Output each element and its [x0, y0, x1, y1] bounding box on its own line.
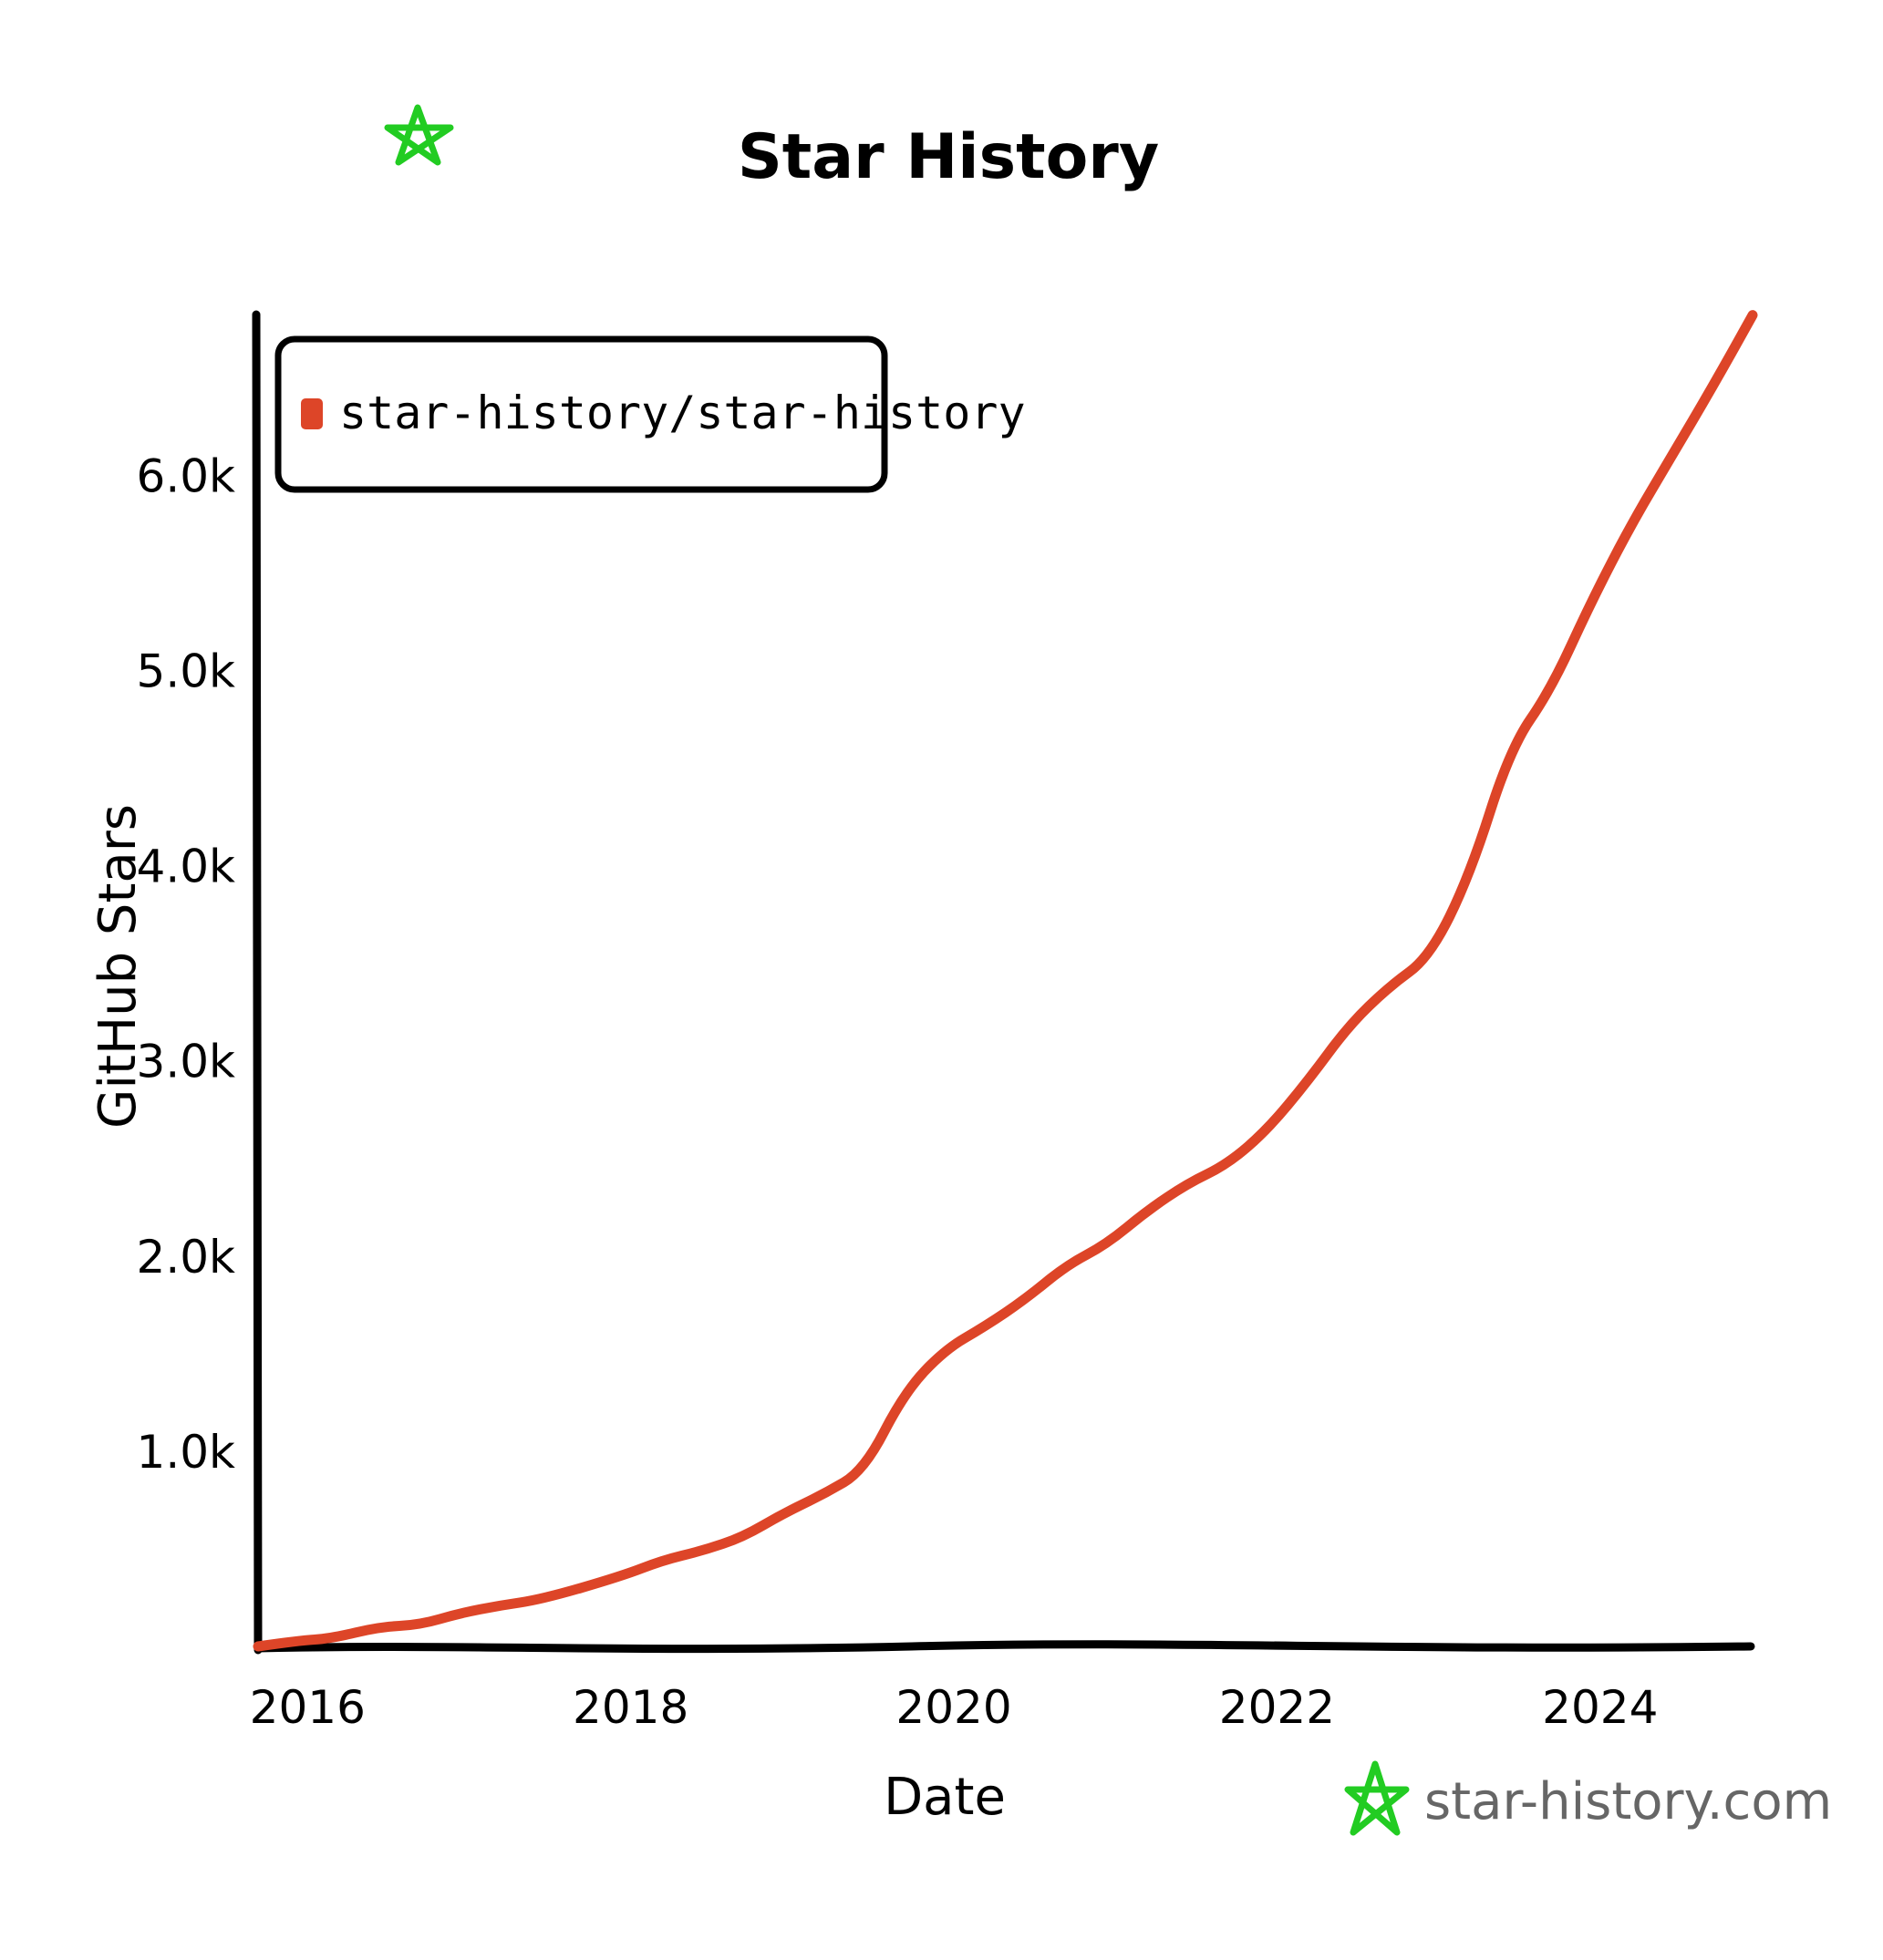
- y-tick-label: 1.0k: [137, 1426, 236, 1479]
- y-axis-ticks: 1.0k 2.0k 3.0k 4.0k 5.0k 6.0k: [137, 449, 236, 1479]
- legend-entry-label: star-history/star-history: [339, 387, 1026, 439]
- logo-star-icon: [384, 104, 454, 166]
- x-tick-label: 2018: [573, 1681, 688, 1734]
- chart-title: Star History: [738, 121, 1159, 193]
- y-tick-label: 5.0k: [137, 645, 236, 697]
- legend: star-history/star-history: [274, 335, 1026, 493]
- x-tick-label: 2016: [250, 1681, 366, 1734]
- y-tick-label: 2.0k: [137, 1231, 236, 1284]
- x-tick-label: 2020: [895, 1681, 1011, 1734]
- watermark: star-history.com: [1344, 1760, 1832, 1836]
- x-axis-ticks: 2016 2018 2020 2022 2024: [250, 1681, 1659, 1734]
- y-tick-label: 4.0k: [137, 841, 236, 893]
- x-tick-label: 2022: [1219, 1681, 1335, 1734]
- legend-swatch: [301, 398, 323, 429]
- y-axis-label: GitHub Stars: [88, 804, 148, 1129]
- x-tick-label: 2024: [1542, 1681, 1658, 1734]
- x-axis-line: [253, 1640, 1755, 1654]
- x-axis-label: Date: [884, 1768, 1006, 1827]
- y-tick-label: 3.0k: [137, 1036, 236, 1088]
- watermark-star-icon: [1344, 1760, 1410, 1836]
- legend-box: [274, 335, 888, 493]
- series-line-star-history: [253, 310, 1758, 1652]
- watermark-text: star-history.com: [1424, 1772, 1832, 1831]
- y-tick-label: 6.0k: [137, 449, 236, 502]
- y-axis-line: [252, 310, 263, 1655]
